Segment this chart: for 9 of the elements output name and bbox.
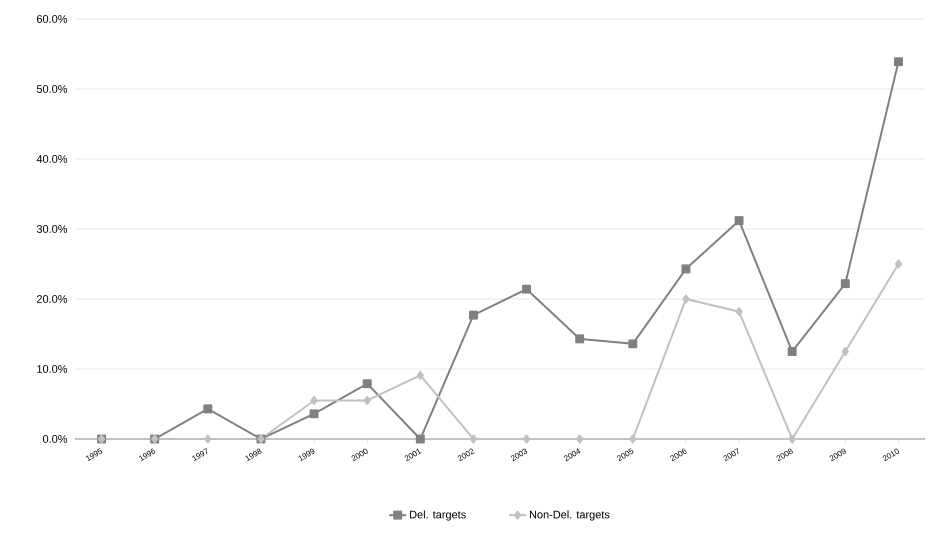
legend-label: Del. targets xyxy=(410,510,466,521)
y-tick-label: 50.0% xyxy=(36,85,68,93)
y-tick-label: 40.0% xyxy=(36,155,68,163)
y-tick-label: 30.0% xyxy=(36,225,68,233)
y-tick-label: 60.0% xyxy=(36,15,68,23)
y-tick-label: 10.0% xyxy=(37,365,68,373)
legend-label: Non-Del. targets xyxy=(530,510,610,521)
y-tick-label: 0.0% xyxy=(42,435,68,443)
y-tick-label: 20.0% xyxy=(36,295,68,303)
